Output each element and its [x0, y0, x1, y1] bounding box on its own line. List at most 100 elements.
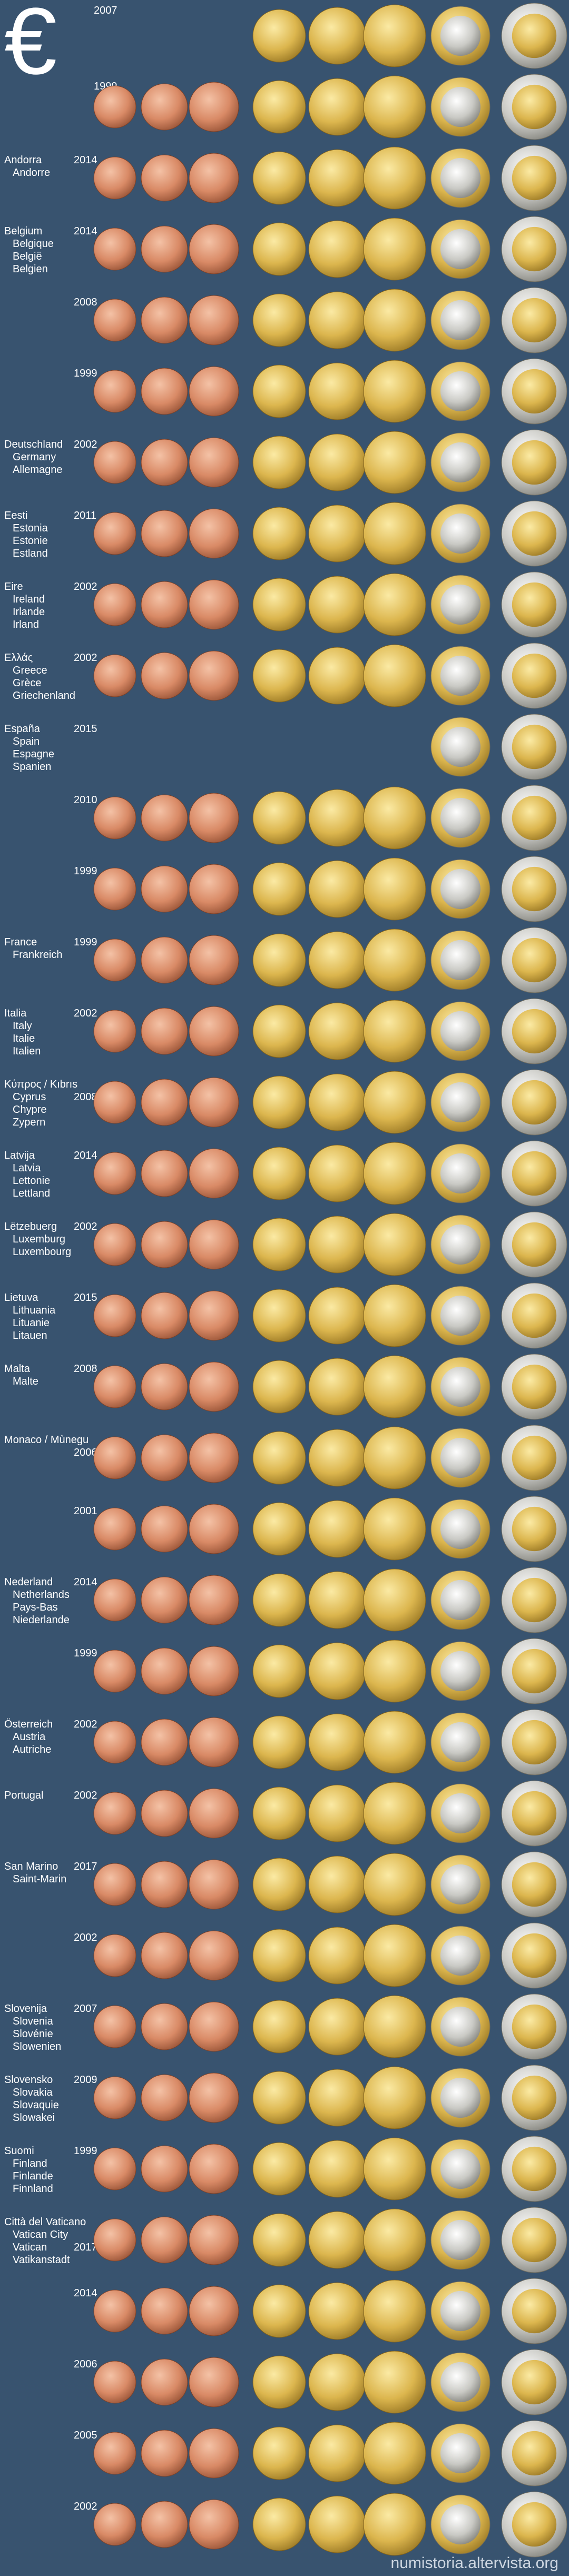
coin-center	[440, 1935, 481, 1976]
country-name: Litauen	[13, 1330, 47, 1341]
coin	[252, 1787, 306, 1840]
coin	[141, 2145, 188, 2193]
coin	[93, 299, 136, 342]
country-name: Malta	[4, 1363, 31, 1375]
coin	[189, 2499, 239, 2550]
euro-symbol: €	[4, 0, 57, 94]
coin	[308, 1571, 366, 1629]
coin	[189, 935, 239, 985]
coin	[189, 508, 239, 559]
coin	[308, 1287, 366, 1345]
country-name: Italien	[13, 1045, 41, 1057]
coin	[363, 786, 426, 850]
coin	[141, 225, 188, 273]
coin	[252, 2498, 306, 2551]
coin	[252, 2142, 306, 2196]
year: 2005	[74, 2430, 97, 2441]
coin	[141, 1861, 188, 1908]
year: 2017	[74, 1861, 97, 1872]
coin	[252, 2426, 306, 2480]
coin-center	[512, 866, 557, 912]
coin	[363, 2279, 426, 2343]
coin	[93, 2361, 136, 2404]
coin	[308, 1784, 366, 1842]
coin	[141, 1790, 188, 1837]
coin	[141, 2074, 188, 2121]
coin	[93, 1223, 136, 1266]
coin	[189, 1361, 239, 1412]
coin	[308, 2353, 366, 2411]
coin	[93, 796, 136, 840]
coin	[308, 1216, 366, 1274]
coin-center	[512, 298, 557, 343]
coin	[363, 573, 426, 636]
coin-center	[440, 1082, 481, 1123]
year: 1999	[74, 865, 97, 877]
coin-center	[512, 1506, 557, 1552]
coin	[93, 2218, 136, 2262]
coin	[141, 1221, 188, 1268]
country-name: Niederlande	[13, 1614, 70, 1626]
coin	[252, 1218, 306, 1271]
coin	[252, 791, 306, 845]
coin	[252, 1289, 306, 1343]
coin-center	[512, 582, 557, 627]
coin-center	[512, 1649, 557, 1694]
country-name: Andorre	[13, 167, 50, 179]
coin	[93, 370, 136, 413]
coin-center	[512, 2502, 557, 2547]
coin-center	[512, 1862, 557, 1907]
country-name: Lettonie	[13, 1175, 50, 1187]
coin-center	[512, 511, 557, 556]
coin	[308, 576, 366, 634]
coin	[363, 1568, 426, 1632]
year: 2008	[74, 1363, 97, 1375]
coin	[252, 436, 306, 489]
coin	[363, 644, 426, 707]
coin	[363, 2208, 426, 2272]
year: 2006	[74, 1447, 97, 1458]
coin	[252, 2284, 306, 2338]
coin	[93, 1436, 136, 1479]
coin	[252, 1502, 306, 1556]
coin	[141, 1363, 188, 1410]
coin	[252, 933, 306, 987]
country-name: Κύπρος / Kıbrıs	[4, 1079, 77, 1090]
country-name: Ελλάς	[4, 652, 33, 664]
coin	[141, 2003, 188, 2050]
coin	[252, 1715, 306, 1769]
coin	[363, 857, 426, 921]
coin	[308, 505, 366, 562]
coin	[363, 218, 426, 281]
coin	[141, 368, 188, 415]
coin-center	[440, 1722, 481, 1763]
country-name: Lietuva	[4, 1292, 38, 1304]
year: 2008	[74, 297, 97, 308]
coin-center	[512, 440, 557, 485]
coin	[189, 1219, 239, 1270]
year: 2010	[74, 794, 97, 806]
coin	[363, 1213, 426, 1276]
coin	[141, 1434, 188, 1482]
coin	[308, 362, 366, 420]
coin	[141, 1292, 188, 1339]
country-name: Zypern	[13, 1117, 45, 1128]
coin-center	[512, 84, 557, 130]
country-name: België	[13, 251, 42, 262]
coin	[363, 289, 426, 352]
year: 1999	[74, 2145, 97, 2157]
coin	[93, 1081, 136, 1124]
country-name: Finland	[13, 2158, 47, 2169]
coin-center	[440, 1580, 481, 1621]
coin	[308, 2211, 366, 2269]
country-name: Belgium	[4, 225, 42, 237]
country-name: Slovenia	[13, 2016, 54, 2027]
coin-center	[440, 868, 481, 910]
country-name: Lettland	[13, 1188, 50, 1199]
coin	[93, 1863, 136, 1906]
coin	[363, 1640, 426, 1703]
year: 2002	[74, 1221, 97, 1232]
coin-center	[440, 584, 481, 625]
coin	[252, 222, 306, 276]
coin	[363, 1355, 426, 1418]
